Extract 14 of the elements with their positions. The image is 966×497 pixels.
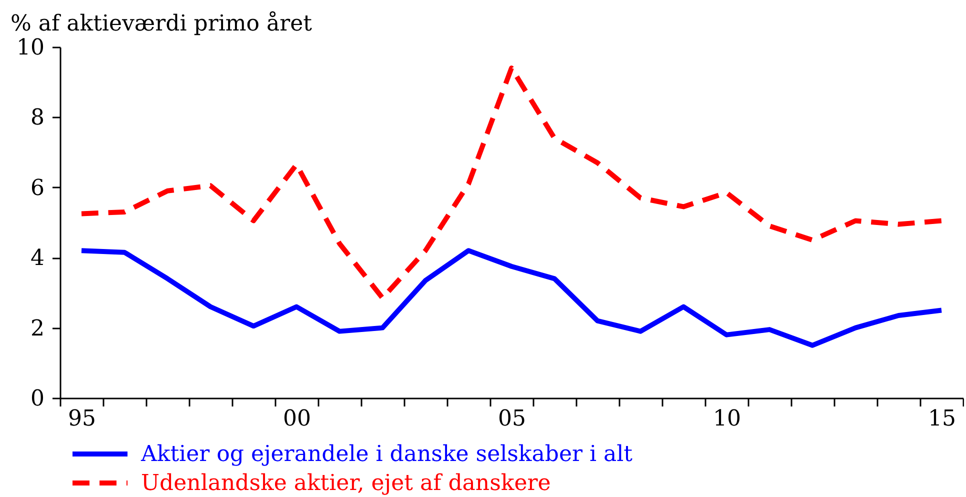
y-tick-label: 10 [16, 36, 44, 60]
y-axis-title: % af aktieværdi primo året [10, 10, 312, 36]
y-tick-label: 4 [30, 246, 44, 272]
x-tick-label: 00 [283, 406, 311, 432]
y-tick-label: 2 [30, 316, 44, 342]
legend-label: Udenlandske aktier, ejet af danskere [141, 471, 551, 496]
x-tick-label: 15 [928, 406, 956, 432]
x-tick-label: 05 [498, 406, 526, 432]
x-tick-label: 95 [68, 406, 96, 432]
y-tick-label: 8 [30, 106, 44, 131]
y-tick-label: 6 [30, 176, 44, 201]
legend-label: Aktier og ejerandele i danske selskaber i alt [140, 442, 633, 467]
y-tick-label: 0 [30, 386, 44, 412]
x-tick-label: 10 [713, 406, 741, 432]
